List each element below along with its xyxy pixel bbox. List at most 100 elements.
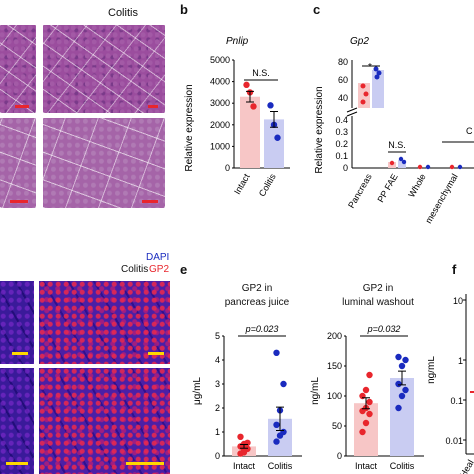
data-point bbox=[273, 421, 280, 429]
bar-pancreas-colitis bbox=[372, 70, 384, 108]
data-point bbox=[395, 353, 402, 361]
y-tick-label: 1000 bbox=[210, 141, 230, 151]
y-tick-label: 2 bbox=[215, 403, 220, 413]
y-tick-label: 5000 bbox=[210, 55, 230, 65]
x-tick-label: Colitis bbox=[390, 461, 415, 471]
y-tick-label: 0 bbox=[225, 163, 230, 173]
if-image-intact-high bbox=[0, 368, 34, 474]
data-point bbox=[398, 362, 406, 370]
scale-bar bbox=[148, 352, 164, 355]
x-tick-label: PP FAE bbox=[375, 172, 399, 204]
y-tick-label: 80 bbox=[338, 57, 348, 67]
y-tick-label: 1 bbox=[215, 427, 220, 437]
group-label: C bbox=[466, 126, 473, 136]
y-tick-label: 0.1 bbox=[335, 151, 348, 161]
scale-bar bbox=[10, 200, 28, 203]
y-axis-label: Relative expression bbox=[314, 86, 325, 173]
bar-intact bbox=[354, 403, 378, 456]
data-point bbox=[274, 134, 281, 141]
x-tick-label: Colitis bbox=[257, 172, 278, 199]
chart-gp2: Gp2 Relative expression 80 60 40 * 0 0.1 0… bbox=[314, 36, 474, 225]
y-tick-label: 4 bbox=[215, 355, 220, 365]
error-bar bbox=[276, 406, 284, 431]
data-point bbox=[398, 392, 406, 400]
if-image-colitis-high bbox=[39, 368, 170, 474]
y-tick-label: 4000 bbox=[210, 77, 230, 87]
chart-pancreas-juice: μg/mL 0 1 2 3 4 5 p=0.023 Intact Colitis bbox=[192, 324, 302, 471]
significance-label: N.S. bbox=[388, 140, 406, 150]
y-axis-label: ng/mL bbox=[310, 377, 321, 405]
y-tick-label: 2000 bbox=[210, 120, 230, 130]
scale-bar bbox=[126, 462, 164, 465]
data-point bbox=[362, 419, 370, 427]
data-point bbox=[243, 81, 250, 89]
panel-letter-e: e bbox=[180, 262, 188, 277]
p-value-label: p=0.023 bbox=[245, 324, 279, 334]
y-axis-label: μg/mL bbox=[192, 377, 203, 405]
data-point bbox=[359, 428, 366, 436]
x-tick-label: Pancreas bbox=[346, 172, 374, 210]
panel-d-title: Colitis bbox=[121, 264, 149, 275]
y-tick-label: 0.1 bbox=[450, 396, 463, 406]
data-point bbox=[395, 404, 402, 412]
x-tick-label: Intact bbox=[233, 461, 256, 471]
y-tick-label: 0 bbox=[215, 451, 220, 461]
chart-title-line: GP2 in bbox=[241, 283, 273, 294]
y-tick-label: 0.01 bbox=[445, 436, 463, 446]
if-image-colitis-low bbox=[39, 281, 170, 364]
y-tick-label: 100 bbox=[327, 391, 342, 401]
chart-title-line: luminal washout bbox=[342, 297, 414, 308]
error-bar bbox=[246, 90, 254, 103]
chart-title-washout: GP2 in luminal washout bbox=[330, 282, 426, 310]
x-tick-label: Whole bbox=[406, 172, 427, 199]
chart-pnlip: Pnlip Relative expression 0 1000 2000 3000 4… bbox=[184, 36, 290, 199]
chart-luminal-washout: ng/mL 0 50 100 150 200 p=0.032 Intact Coliti… bbox=[310, 324, 424, 471]
chart-title-juice: GP2 in pancreas juice bbox=[212, 282, 302, 310]
error-bar bbox=[270, 110, 278, 128]
y-axis-label: ng/mL bbox=[428, 356, 437, 384]
data-point bbox=[395, 380, 402, 388]
y-tick-label: 10 bbox=[453, 296, 463, 306]
x-tick-label: Intact bbox=[355, 461, 378, 471]
bar-colitis bbox=[390, 378, 414, 456]
scale-bar bbox=[142, 200, 158, 203]
panel-a-title: Colitis bbox=[108, 7, 138, 19]
scale-bar bbox=[15, 105, 29, 108]
data-point bbox=[280, 380, 287, 388]
y-tick-label: 60 bbox=[338, 75, 348, 85]
chart-title-line: pancreas juice bbox=[224, 297, 290, 308]
y-tick-label: 0 bbox=[337, 451, 342, 461]
scale-bar bbox=[12, 352, 28, 355]
significance-label: N.S. bbox=[252, 68, 270, 78]
he-image-intact-high bbox=[0, 118, 36, 208]
y-tick-label: 0.3 bbox=[335, 127, 348, 137]
he-image-colitis-high bbox=[43, 118, 165, 208]
y-tick-label: 150 bbox=[327, 361, 342, 371]
chart-f: ng/mL 10 1 0.1 0.01 Heal bbox=[428, 294, 474, 474]
y-tick-label: 1 bbox=[458, 356, 463, 366]
x-tick-label: Heal bbox=[458, 458, 474, 474]
data-point bbox=[273, 438, 280, 445]
chart-title: Gp2 bbox=[350, 36, 369, 47]
data-point bbox=[267, 102, 274, 109]
panel-letter-b: b bbox=[180, 2, 188, 17]
p-value-label: p=0.032 bbox=[367, 324, 401, 334]
legend-dapi: DAPI bbox=[146, 252, 170, 263]
he-image-intact-low bbox=[0, 25, 36, 113]
data-point bbox=[366, 410, 373, 418]
error-bar bbox=[398, 370, 406, 386]
scale-bar bbox=[148, 105, 158, 108]
error-bar bbox=[362, 397, 370, 410]
legend-gp2: GP2 bbox=[149, 264, 170, 275]
panel-letter-f: f bbox=[452, 262, 457, 277]
bar-colitis bbox=[264, 119, 284, 168]
data-point bbox=[273, 349, 280, 357]
panel-letter-c: c bbox=[313, 2, 321, 17]
x-tick-label: mesenchymal bbox=[423, 172, 459, 225]
data-point bbox=[366, 371, 373, 379]
chart-title: Pnlip bbox=[226, 36, 249, 47]
y-tick-label: 3000 bbox=[210, 98, 230, 108]
y-tick-label: 5 bbox=[215, 331, 220, 341]
y-tick-label: 3 bbox=[215, 379, 220, 389]
y-tick-label: 0.2 bbox=[335, 139, 348, 149]
